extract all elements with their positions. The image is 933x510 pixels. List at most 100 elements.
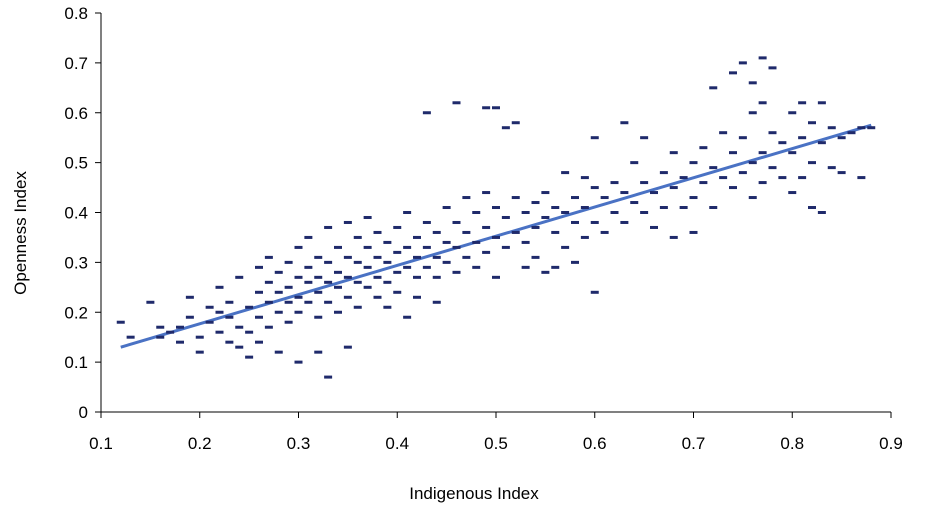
data-point bbox=[225, 340, 234, 344]
data-point bbox=[817, 211, 826, 214]
data-point bbox=[551, 230, 560, 234]
data-point bbox=[738, 171, 747, 175]
data-point bbox=[659, 206, 668, 210]
data-point bbox=[620, 121, 629, 125]
data-point bbox=[353, 305, 362, 309]
data-point bbox=[768, 166, 777, 170]
data-point bbox=[590, 136, 599, 140]
data-point bbox=[709, 86, 718, 90]
data-point bbox=[225, 300, 234, 304]
data-point bbox=[709, 166, 718, 170]
data-point bbox=[590, 186, 599, 190]
data-point bbox=[274, 270, 283, 274]
data-point bbox=[343, 275, 352, 279]
data-point bbox=[126, 335, 135, 339]
data-point bbox=[235, 275, 244, 279]
data-point bbox=[561, 171, 570, 175]
data-point bbox=[689, 230, 698, 234]
data-point bbox=[363, 265, 372, 269]
data-point bbox=[857, 126, 866, 130]
data-point bbox=[195, 335, 204, 339]
data-point bbox=[205, 320, 214, 324]
data-point bbox=[561, 211, 570, 214]
data-point bbox=[719, 176, 728, 180]
data-point bbox=[580, 206, 589, 210]
data-point bbox=[600, 230, 609, 234]
data-point bbox=[284, 260, 293, 264]
data-point bbox=[462, 230, 471, 234]
data-point bbox=[492, 106, 500, 110]
data-point bbox=[373, 275, 382, 279]
y-tick-label: 0.8 bbox=[64, 4, 88, 23]
data-point bbox=[571, 196, 579, 200]
data-point bbox=[501, 126, 510, 130]
data-point bbox=[442, 260, 451, 264]
data-point bbox=[156, 325, 165, 329]
data-point bbox=[245, 305, 254, 309]
data-point bbox=[195, 350, 204, 354]
data-point bbox=[324, 225, 333, 229]
data-point bbox=[472, 240, 481, 244]
data-point bbox=[304, 265, 313, 269]
data-point bbox=[659, 171, 668, 175]
data-point bbox=[383, 280, 392, 284]
data-point bbox=[501, 215, 510, 219]
data-point bbox=[541, 215, 550, 219]
data-point bbox=[334, 285, 342, 289]
data-point bbox=[393, 270, 402, 274]
data-point bbox=[274, 350, 283, 354]
data-point bbox=[788, 191, 797, 195]
data-point bbox=[669, 186, 678, 190]
data-point bbox=[669, 235, 678, 239]
data-point bbox=[264, 255, 273, 259]
data-point bbox=[738, 136, 747, 140]
data-point bbox=[413, 255, 421, 259]
data-point bbox=[324, 280, 333, 284]
data-point bbox=[492, 206, 500, 210]
axes-layer: 00.10.20.30.40.50.60.70.80.1 0.2 0.3 0.4 0.5… bbox=[64, 4, 902, 453]
data-point bbox=[817, 141, 826, 145]
data-point bbox=[640, 211, 649, 214]
data-point bbox=[462, 255, 471, 259]
data-point bbox=[314, 290, 323, 294]
data-point bbox=[274, 310, 283, 314]
data-point bbox=[215, 330, 224, 334]
data-point bbox=[847, 131, 856, 135]
data-point bbox=[245, 330, 254, 334]
data-point bbox=[334, 310, 342, 314]
data-point bbox=[363, 215, 372, 219]
data-point bbox=[413, 275, 421, 279]
data-point bbox=[798, 136, 807, 140]
data-point bbox=[383, 305, 392, 309]
data-point bbox=[630, 161, 639, 165]
data-point bbox=[363, 285, 372, 289]
x-tick-label: 0.5 bbox=[484, 434, 508, 453]
data-point bbox=[788, 111, 797, 115]
data-point bbox=[403, 265, 412, 269]
data-point bbox=[679, 206, 688, 210]
data-point bbox=[442, 206, 451, 210]
data-point bbox=[650, 225, 658, 229]
data-point bbox=[264, 325, 273, 329]
data-point bbox=[294, 275, 303, 279]
data-point bbox=[610, 211, 619, 214]
data-point bbox=[521, 211, 530, 214]
data-point bbox=[235, 325, 244, 329]
data-point bbox=[452, 270, 461, 274]
data-point bbox=[758, 56, 767, 60]
x-tick-label: 0.4 bbox=[385, 434, 409, 453]
data-point bbox=[758, 151, 767, 155]
data-point bbox=[808, 121, 816, 125]
data-point bbox=[531, 201, 540, 205]
data-point bbox=[314, 350, 323, 354]
data-point bbox=[709, 206, 718, 210]
data-point bbox=[422, 111, 431, 115]
data-point bbox=[768, 66, 777, 70]
x-tick-label: 0.2 bbox=[188, 434, 212, 453]
data-point bbox=[699, 181, 708, 185]
data-point bbox=[205, 305, 214, 309]
data-point bbox=[620, 220, 629, 224]
data-point bbox=[422, 245, 431, 249]
data-point bbox=[808, 206, 816, 210]
data-point bbox=[719, 131, 728, 135]
